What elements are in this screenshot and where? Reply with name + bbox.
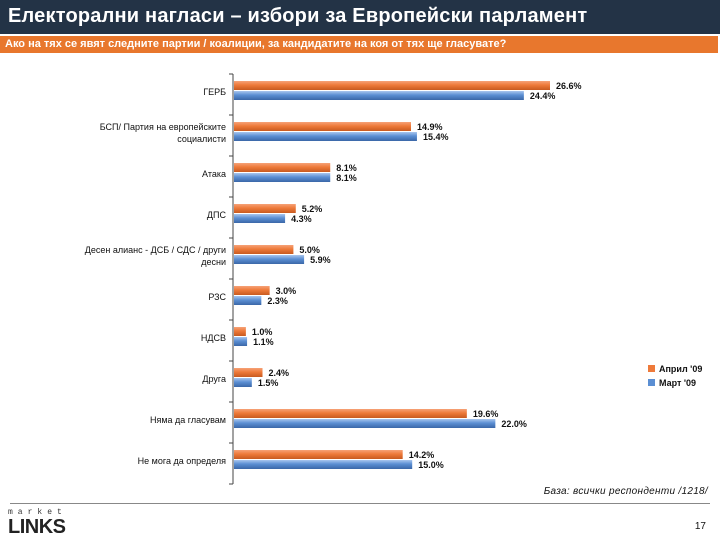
- category-label: Няма да гласувам: [150, 415, 226, 425]
- bar-march: [234, 255, 305, 264]
- data-label: 24.4%: [530, 91, 556, 101]
- data-label: 15.4%: [423, 132, 449, 142]
- bar-march: [234, 91, 524, 100]
- data-label: 22.0%: [501, 419, 527, 429]
- logo-small-text: market: [8, 508, 67, 517]
- bar-march: [234, 173, 331, 182]
- bar-march: [234, 460, 413, 469]
- bar-april: [234, 327, 246, 336]
- survey-question: Ако на тях се явят следните партии / коа…: [5, 38, 507, 50]
- data-label: 8.1%: [336, 163, 357, 173]
- bar-april: [234, 368, 263, 377]
- data-label: 14.9%: [417, 122, 443, 132]
- base-note: База: всички респонденти /1218/: [543, 486, 708, 497]
- category-label: ДПС: [207, 210, 227, 220]
- legend-label: Април '09: [659, 364, 702, 374]
- bar-march: [234, 419, 496, 428]
- data-label: 3.0%: [276, 286, 297, 296]
- bar-april: [234, 245, 294, 254]
- category-label: БСП/ Партия на европейските: [100, 122, 226, 132]
- data-label: 1.0%: [252, 327, 273, 337]
- bar-april: [234, 81, 550, 90]
- bar-april: [234, 286, 270, 295]
- data-label: 5.0%: [299, 245, 320, 255]
- question-bar: Ако на тях се явят следните партии / коа…: [0, 36, 718, 53]
- category-label: ГЕРБ: [203, 87, 226, 97]
- bar-march: [234, 214, 286, 223]
- category-label: НДСВ: [201, 333, 226, 343]
- bar-april: [234, 409, 467, 418]
- bar-march: [234, 296, 262, 305]
- data-label: 1.1%: [253, 337, 274, 347]
- bar-march: [234, 132, 417, 141]
- page-number: 17: [694, 521, 706, 532]
- market-links-logo: market LINKS: [8, 508, 78, 538]
- logo-main-text: LINKS: [8, 516, 66, 538]
- category-label: десни: [201, 257, 226, 267]
- legend-swatch-march: [648, 379, 655, 386]
- data-label: 26.6%: [556, 81, 582, 91]
- bar-april: [234, 204, 296, 213]
- data-label: 8.1%: [336, 173, 357, 183]
- bar-march: [234, 378, 252, 387]
- data-label: 2.3%: [267, 296, 288, 306]
- category-label: Десен алианс - ДСБ / СДС / други: [85, 245, 226, 255]
- category-label: социалисти: [177, 134, 226, 144]
- bar-april: [234, 450, 403, 459]
- data-label: 5.2%: [302, 204, 323, 214]
- footer-divider: [10, 503, 710, 504]
- data-label: 4.3%: [291, 214, 312, 224]
- bar-april: [234, 122, 412, 131]
- bar-march: [234, 337, 248, 346]
- category-label: Атака: [202, 169, 226, 179]
- legend-label: Март '09: [659, 378, 696, 388]
- category-label: Не мога да определя: [138, 456, 226, 466]
- data-label: 15.0%: [418, 460, 444, 470]
- category-label: РЗС: [208, 292, 226, 302]
- title-bar: Електорални нагласи – избори за Европейс…: [0, 0, 720, 34]
- data-label: 2.4%: [269, 368, 290, 378]
- data-label: 5.9%: [310, 255, 331, 265]
- data-label: 14.2%: [409, 450, 435, 460]
- data-label: 19.6%: [473, 409, 499, 419]
- data-label: 1.5%: [258, 378, 279, 388]
- legend-swatch-april: [648, 365, 655, 372]
- page-title: Електорални нагласи – избори за Европейс…: [8, 5, 588, 27]
- bar-april: [234, 163, 331, 172]
- category-label: Друга: [202, 374, 226, 384]
